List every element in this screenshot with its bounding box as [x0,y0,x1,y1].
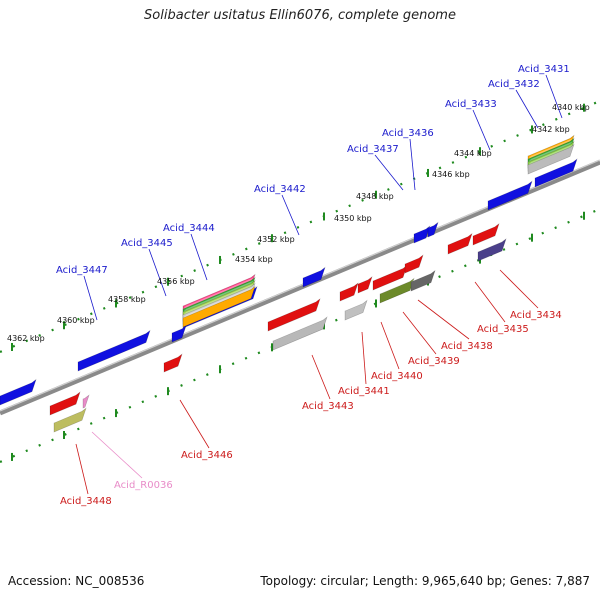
topology-text: Topology: circular; Length: 9,965,640 bp… [260,574,590,588]
leader-line [402,311,437,355]
kbp-label: 4346 kbp [432,170,470,179]
forward-gene-feature[interactable] [77,329,151,372]
leader-line [361,331,367,385]
label-leaders [75,74,563,495]
kbp-label: 4354 kbp [235,255,273,264]
rna-gene-feature[interactable] [82,394,90,409]
leader-line [409,138,416,191]
kbp-label: 4344 kbp [454,149,492,158]
gene-label-acid_3437[interactable]: Acid_3437 [347,144,399,155]
leader-line [311,354,331,400]
reverse-gene-feature[interactable] [410,269,436,292]
reverse-gene-feature[interactable] [53,407,87,433]
kbp-label: 4362 kbp [7,334,45,343]
gene-label-acid_3439[interactable]: Acid_3439 [408,356,460,367]
kbp-label: 4342 kbp [532,125,570,134]
kbp-label: 4350 kbp [334,214,372,223]
reverse-gene-feature[interactable] [477,238,507,262]
leader-line [179,399,210,449]
leader-line [545,74,563,119]
reverse-gene-feature[interactable] [447,232,473,255]
gene-features [0,134,578,433]
forward-gene-feature[interactable] [427,221,439,238]
gene-labels: 4340 kbp 4342 kbp 4344 kbp 4346 kbp 4348 kbp… [7,64,590,507]
gene-label-acid_3433[interactable]: Acid_3433 [445,99,497,110]
forward-gene-feature[interactable] [302,266,326,288]
leader-line [515,89,539,129]
leader-line [374,154,404,191]
reverse-gene-feature[interactable] [357,276,373,294]
kbp-label: 4360 kbp [57,316,95,325]
rna-gene-stack[interactable] [182,285,256,328]
reverse-gene-feature[interactable] [344,299,368,321]
gene-label-acid_3441[interactable]: Acid_3441 [338,386,390,397]
gene-label-acid_3440[interactable]: Acid_3440 [371,371,423,382]
gene-label-acid_3444[interactable]: Acid_3444 [163,223,215,234]
reverse-gene-feature[interactable] [472,222,500,246]
kbp-label: 4348 kbp [356,192,394,201]
gene-label-acid_3438[interactable]: Acid_3438 [441,341,493,352]
gene-label-acid_3436[interactable]: Acid_3436 [382,128,434,139]
kbp-label: 4340 kbp [552,103,590,112]
genome-title: Solibacter usitatus Ellin6076, complete … [144,8,456,23]
gene-label-acid_3432[interactable]: Acid_3432 [488,79,540,90]
gene-label-acid_3446[interactable]: Acid_3446 [181,450,233,461]
forward-gene-feature[interactable] [487,180,533,211]
reverse-gene-feature[interactable] [404,254,424,274]
gene-label-acid_3448[interactable]: Acid_3448 [60,496,112,507]
forward-gene-feature[interactable] [0,378,37,406]
leader-line [474,281,506,323]
accession-text: Accession: NC_008536 [8,574,145,588]
reverse-gene-feature[interactable] [49,391,81,416]
reverse-gene-feature[interactable] [267,298,321,332]
gene-label-acid_3443[interactable]: Acid_3443 [302,401,354,412]
kbp-label: 4356 kbp [157,277,195,286]
gene-label-acid_3442[interactable]: Acid_3442 [254,184,306,195]
gene-label-acid_3435[interactable]: Acid_3435 [477,324,529,335]
leader-line [148,248,167,297]
leader-line [281,194,300,236]
gene-label-acid_3434[interactable]: Acid_3434 [510,310,562,321]
leader-line [190,233,208,281]
leader-line [75,443,89,495]
gene-label-acid_r0036[interactable]: Acid_R0036 [114,480,173,491]
leader-line [83,275,98,321]
leader-line [472,109,491,151]
kbp-label: 4358 kbp [108,295,146,304]
reverse-gene-feature[interactable] [339,282,359,302]
leader-line [417,299,470,340]
gene-label-acid_3445[interactable]: Acid_3445 [121,238,173,249]
leader-line [91,431,143,479]
leader-line [499,269,539,309]
rna-gene-stack[interactable] [527,143,575,175]
leader-line [380,321,400,370]
scale-ticks [0,99,600,464]
forward-gene-feature[interactable] [171,325,187,343]
forward-gene-feature[interactable] [534,158,578,188]
gene-label-acid_3431[interactable]: Acid_3431 [518,64,570,75]
reverse-gene-feature[interactable] [272,316,328,351]
kbp-label: 4352 kbp [257,235,295,244]
reverse-gene-feature[interactable] [163,353,183,373]
gene-label-acid_3447[interactable]: Acid_3447 [56,265,108,276]
